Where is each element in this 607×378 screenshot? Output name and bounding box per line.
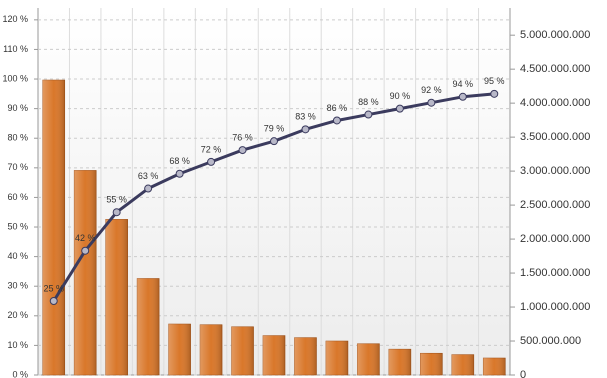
point	[49, 297, 58, 306]
point	[112, 208, 121, 217]
y-tick-label: 120 %	[2, 14, 28, 24]
point	[175, 169, 184, 178]
bar-shine	[294, 337, 317, 375]
data-label: 76 %	[232, 132, 253, 142]
bar-shine	[200, 324, 223, 375]
bar-shine	[325, 341, 348, 375]
y2-tick-label: 500.000.000	[520, 335, 581, 347]
y-tick-label: 30 %	[7, 281, 28, 291]
bar-shine	[42, 80, 65, 375]
bar-shine	[74, 170, 97, 375]
bar-shine	[451, 354, 474, 375]
data-label: 95 %	[484, 76, 505, 86]
y-tick-label: 70 %	[7, 162, 28, 172]
bar-shine	[357, 343, 380, 375]
data-label: 72 %	[201, 144, 222, 154]
data-label: 63 %	[138, 171, 159, 181]
y-tick-label: 0 %	[12, 369, 28, 378]
y-tick-label: 20 %	[7, 310, 28, 320]
bar-shine	[168, 324, 191, 375]
bar-shine	[420, 353, 443, 375]
y-tick-label: 10 %	[7, 340, 28, 350]
y2-tick-label: 4.500.000.000	[520, 63, 590, 75]
y2-tick-label: 3.000.000.000	[520, 165, 590, 177]
point	[81, 246, 90, 255]
y2-tick-label: 3.500.000.000	[520, 131, 590, 143]
data-label: 68 %	[169, 156, 190, 166]
bar-shine	[105, 219, 128, 375]
y-tick-label: 100 %	[2, 73, 28, 83]
bar-shine	[262, 335, 286, 375]
point	[332, 116, 341, 125]
point	[144, 184, 153, 193]
y2-tick-label: 5.000.000.000	[520, 29, 590, 41]
y-tick-label: 90 %	[7, 103, 28, 113]
point	[427, 98, 436, 107]
point	[238, 146, 247, 155]
data-label: 88 %	[358, 97, 379, 107]
data-label: 55 %	[106, 195, 127, 205]
point	[458, 92, 467, 101]
y2-tick-label: 2.000.000.000	[520, 233, 590, 245]
y-tick-label: 50 %	[7, 221, 28, 231]
bar-shine	[388, 349, 411, 375]
data-label: 79 %	[264, 124, 285, 134]
y2-tick-label: 4.000.000.000	[520, 97, 590, 109]
point	[270, 137, 278, 146]
data-label: 86 %	[327, 103, 348, 113]
y-tick-label: 60 %	[7, 192, 28, 202]
vertical-grid	[68, 8, 480, 375]
point	[364, 110, 373, 119]
y2-tick-label: 1.000.000.000	[520, 301, 590, 313]
data-label: 94 %	[453, 79, 474, 89]
bar-shine	[137, 278, 160, 375]
y2-tick-label: 0	[520, 369, 526, 378]
point	[207, 157, 216, 166]
y2-tick-label: 2.500.000.000	[520, 199, 590, 211]
y2-tick-label: 1.500.000.000	[520, 267, 590, 279]
bar-shine	[483, 358, 506, 375]
data-label: 25 %	[43, 283, 64, 293]
y-tick-label: 80 %	[7, 133, 28, 143]
data-label: 90 %	[390, 91, 411, 101]
y-tick-label: 40 %	[7, 251, 28, 261]
data-label: 92 %	[421, 85, 442, 95]
point	[301, 125, 310, 134]
point	[395, 104, 404, 113]
y-tick-label: 110 %	[3, 44, 28, 54]
data-label: 42 %	[75, 233, 96, 243]
point	[490, 89, 499, 98]
data-label: 83 %	[295, 112, 316, 122]
bar-shine	[231, 326, 254, 375]
